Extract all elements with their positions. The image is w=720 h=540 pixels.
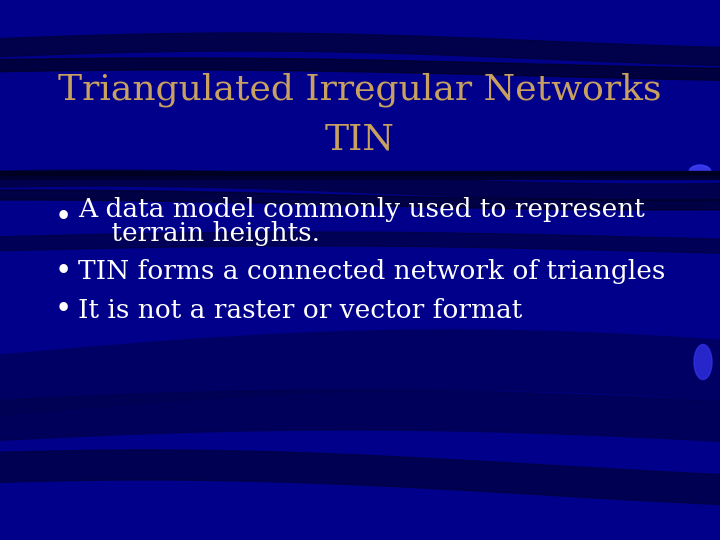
Polygon shape: [0, 58, 720, 80]
Polygon shape: [0, 390, 720, 443]
Ellipse shape: [689, 165, 711, 179]
Ellipse shape: [694, 345, 712, 380]
Polygon shape: [0, 190, 720, 210]
Text: It is not a raster or vector format: It is not a raster or vector format: [78, 298, 522, 322]
Text: •: •: [55, 204, 72, 232]
Text: TIN: TIN: [325, 123, 395, 157]
Polygon shape: [0, 330, 720, 417]
Text: terrain heights.: terrain heights.: [78, 220, 320, 246]
Text: A data model commonly used to represent: A data model commonly used to represent: [78, 198, 644, 222]
Polygon shape: [0, 33, 720, 66]
Polygon shape: [0, 232, 720, 254]
Text: •: •: [55, 296, 72, 324]
Text: •: •: [55, 258, 72, 286]
Polygon shape: [0, 170, 720, 200]
Polygon shape: [0, 450, 720, 505]
Text: TIN forms a connected network of triangles: TIN forms a connected network of triangl…: [78, 260, 665, 285]
Text: Triangulated Irregular Networks: Triangulated Irregular Networks: [58, 73, 662, 107]
